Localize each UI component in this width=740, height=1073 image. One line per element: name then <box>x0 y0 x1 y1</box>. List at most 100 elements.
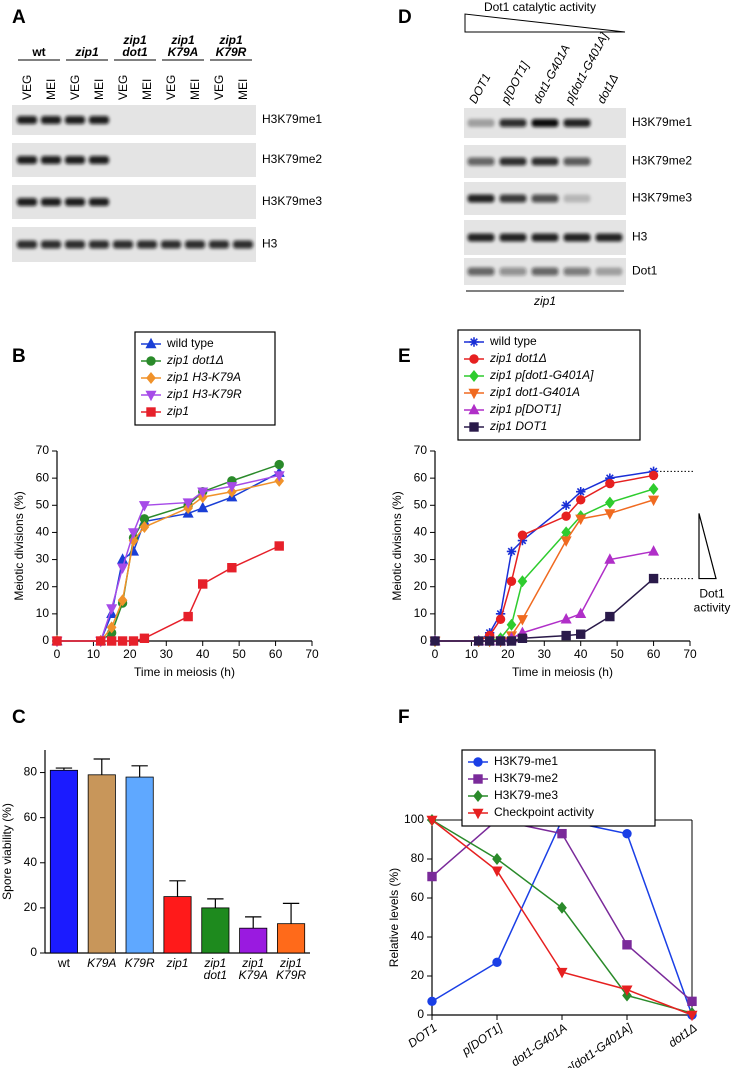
x-tick-label: K79A <box>87 957 117 970</box>
marker <box>557 901 567 914</box>
band <box>40 156 62 164</box>
panel-label: B <box>12 346 26 367</box>
marker <box>556 967 568 979</box>
band <box>467 233 495 242</box>
band <box>467 119 495 127</box>
marker <box>106 604 118 615</box>
lane-label: DOT1 <box>466 71 493 106</box>
marker <box>576 487 586 497</box>
x-tick-label: zip1 K79A <box>238 957 268 982</box>
marker <box>621 985 633 996</box>
legend-marker <box>145 390 157 402</box>
band <box>563 267 591 276</box>
x-axis-title: Time in meiosis (h) <box>512 665 613 679</box>
legend-label: zip1 H3-K79R <box>166 387 242 401</box>
marker <box>517 530 528 540</box>
y-axis-title: Relative levels (%) <box>387 868 401 967</box>
marker <box>557 828 567 839</box>
annotation: Dot1 <box>699 587 725 601</box>
lane-label: MEI <box>188 79 202 100</box>
x-tick-label: zip1 dot1 <box>203 957 228 982</box>
marker <box>622 940 632 950</box>
y-tick-label: 20 <box>36 579 50 593</box>
marker <box>138 501 150 512</box>
legend-marker <box>468 403 480 415</box>
series-line <box>431 819 693 1014</box>
x-tick-label: zip1 <box>166 957 189 970</box>
y-tick-label: 50 <box>414 497 428 511</box>
activity-wedge <box>464 13 626 33</box>
band <box>563 119 591 127</box>
band <box>88 116 110 124</box>
band <box>595 267 623 276</box>
marker <box>139 633 150 643</box>
bar <box>49 769 78 954</box>
band <box>499 194 527 203</box>
legend-label: Checkpoint activity <box>494 805 594 819</box>
band <box>232 240 254 249</box>
x-tick-label: 50 <box>610 647 624 661</box>
marker <box>605 478 615 489</box>
bar <box>277 923 306 954</box>
x-tick-label: 0 <box>54 647 61 661</box>
legend-box <box>461 749 656 827</box>
legend-marker <box>469 337 479 347</box>
x-tick-label-box: K79A <box>87 957 117 970</box>
marker <box>274 459 284 470</box>
band <box>16 240 38 249</box>
band <box>40 198 62 206</box>
group-label-box: zip1 <box>75 46 98 58</box>
marker <box>474 636 484 646</box>
series-line <box>435 470 654 642</box>
y-tick-label: 0 <box>420 633 427 647</box>
x-tick-label: p[DOT1] <box>459 1020 506 1058</box>
band <box>64 240 86 249</box>
row-label: H3 <box>632 230 648 244</box>
y-tick-label: 0 <box>42 633 49 647</box>
marker <box>576 495 586 505</box>
legend-marker <box>146 372 156 384</box>
marker <box>106 621 117 634</box>
x-tick-label: 40 <box>574 647 588 661</box>
legend-label: zip1 <box>166 404 189 418</box>
legend-marker <box>468 388 480 400</box>
group-label-box: zip1 K79R <box>216 34 247 58</box>
marker <box>273 471 285 482</box>
x-tick-label-box: zip1 K79R <box>276 957 306 981</box>
lane-label: MEI <box>236 79 250 100</box>
band <box>595 233 623 242</box>
marker <box>495 614 506 624</box>
series-line <box>57 480 280 642</box>
y-tick-label: 70 <box>36 443 50 457</box>
band <box>16 156 38 164</box>
x-tick-label: DOT1 <box>405 1021 439 1051</box>
band <box>499 157 527 166</box>
marker <box>560 536 572 547</box>
y-tick-label: 100 <box>404 812 424 826</box>
marker <box>198 579 208 589</box>
marker <box>575 514 587 526</box>
legend-marker <box>145 337 157 349</box>
legend-marker <box>472 808 484 820</box>
marker <box>560 613 572 624</box>
y-tick-label: 0 <box>417 1007 424 1021</box>
legend-label: wild type <box>489 334 537 348</box>
series-line <box>435 474 654 642</box>
x-tick-label: 20 <box>501 647 515 661</box>
legend-marker <box>146 356 156 366</box>
marker <box>495 636 506 646</box>
band <box>531 233 559 242</box>
group-label: wt <box>32 45 46 58</box>
band <box>88 156 110 164</box>
band <box>16 198 38 206</box>
legend-label: zip1 p[DOT1] <box>489 402 561 416</box>
row-label: H3K79me3 <box>262 194 322 208</box>
band <box>112 240 134 249</box>
marker <box>506 576 517 586</box>
band <box>499 267 527 276</box>
legend-label: zip1 dot1Δ <box>489 351 547 365</box>
marker <box>605 496 615 509</box>
band <box>184 240 206 249</box>
series-line <box>431 819 693 1016</box>
bar <box>239 927 268 954</box>
